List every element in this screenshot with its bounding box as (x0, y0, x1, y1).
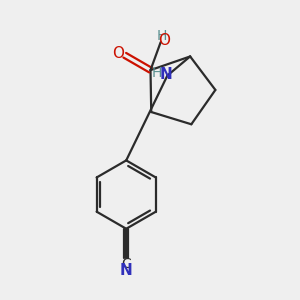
Text: C: C (121, 257, 131, 271)
Text: H: H (152, 66, 162, 80)
Text: N: N (120, 263, 133, 278)
Text: O: O (112, 46, 124, 61)
Text: N: N (160, 68, 172, 82)
Text: O: O (158, 33, 169, 48)
Text: H: H (157, 28, 167, 43)
